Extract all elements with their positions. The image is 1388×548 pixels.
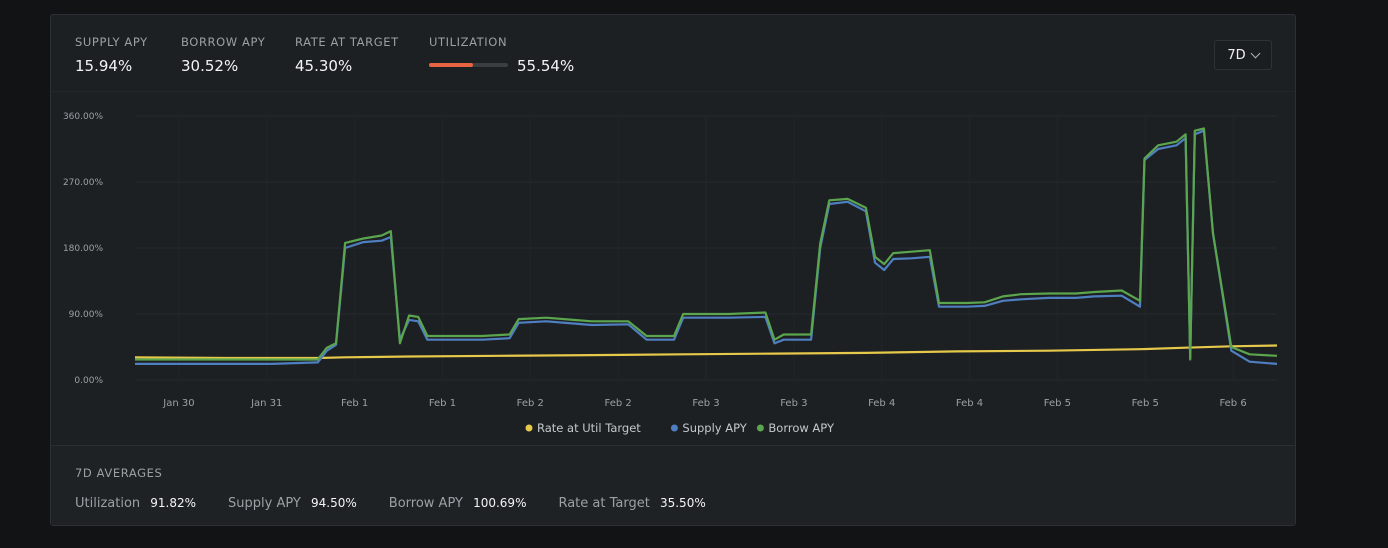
x-tick-label: Jan 30 (162, 398, 194, 409)
x-tick-label: Feb 3 (692, 398, 719, 409)
x-tick-label: Jan 31 (250, 398, 282, 409)
avg-borrow-apy: Borrow APY 100.69% (389, 496, 527, 511)
averages-title: 7D AVERAGES (75, 466, 163, 480)
period-selector[interactable]: 7D (1214, 40, 1272, 70)
chevron-down-icon (1250, 48, 1261, 58)
avg-utilization-value: 91.82% (150, 496, 197, 510)
x-tick-label: Feb 5 (1132, 398, 1159, 409)
supply-apy-stat: SUPPLY APY 15.94% (75, 35, 148, 75)
y-tick-label: 0.00% (74, 376, 103, 386)
avg-rate-at-target: Rate at Target 35.50% (558, 496, 705, 511)
avg-utilization: Utilization 91.82% (75, 496, 196, 511)
legend-label: Rate at Util Target (537, 421, 641, 435)
avg-supply-apy: Supply APY 94.50% (228, 496, 357, 511)
avg-rate-at-target-label: Rate at Target (558, 496, 650, 511)
series-line-borrow-apy (135, 127, 1278, 361)
series-line-rate-at-util-target (134, 344, 1278, 360)
x-tick-label: Feb 6 (1219, 398, 1246, 409)
x-tick-label: Feb 1 (341, 398, 368, 409)
legend-label: Borrow APY (768, 421, 835, 435)
legend-label: Supply APY (682, 421, 747, 435)
rate-card: SUPPLY APY 15.94% BORROW APY 30.52% RATE… (50, 14, 1296, 526)
rate-at-target-label: RATE AT TARGET (295, 35, 399, 49)
supply-apy-label: SUPPLY APY (75, 35, 148, 49)
apy-chart: 0.00% 90.00% 180.00% 270.00% 360.00% Jan 30 Ja… (63, 112, 1278, 435)
utilization-bar-fill (429, 63, 473, 67)
rate-at-target-value: 45.30% (295, 57, 353, 75)
avg-supply-apy-label: Supply APY (228, 496, 301, 511)
rate-at-target-stat: RATE AT TARGET 45.30% (295, 35, 399, 75)
header-divider (51, 91, 1295, 92)
period-selector-value: 7D (1227, 47, 1246, 63)
utilization-stat: UTILIZATION (429, 35, 507, 49)
y-tick-label: 270.00% (63, 178, 103, 188)
x-tick-label: Feb 3 (780, 398, 807, 409)
supply-apy-value: 15.94% (75, 57, 133, 75)
avg-borrow-apy-label: Borrow APY (388, 496, 463, 511)
y-tick-label: 360.00% (63, 112, 103, 122)
averages-panel: 7D AVERAGES Utilization 91.82% Supply AP… (51, 445, 1295, 525)
x-tick-label: Feb 2 (605, 398, 632, 409)
avg-utilization-label: Utilization (75, 496, 141, 511)
utilization-value: 55.54% (517, 57, 575, 75)
x-tick-label: Feb 1 (429, 398, 456, 409)
avg-supply-apy-value: 94.50% (311, 496, 357, 510)
avg-borrow-apy-value: 100.69% (473, 496, 527, 510)
legend-marker (756, 424, 764, 432)
y-tick-label: 180.00% (63, 244, 103, 254)
x-tick-label: Feb 2 (517, 398, 544, 409)
averages-row: Utilization 91.82% Supply APY 94.50% Bor… (75, 496, 738, 511)
legend-marker (670, 424, 678, 432)
avg-rate-at-target-value: 35.50% (659, 496, 706, 510)
x-tick-label: Feb 4 (868, 398, 895, 409)
utilization-bar (429, 63, 508, 67)
utilization-label: UTILIZATION (429, 35, 508, 49)
x-tick-label: Feb 5 (1044, 398, 1071, 409)
borrow-apy-label: BORROW APY (181, 35, 266, 49)
x-tick-label: Feb 4 (956, 398, 983, 409)
borrow-apy-value: 30.52% (181, 57, 239, 75)
y-tick-label: 90.00% (69, 310, 104, 320)
borrow-apy-stat: BORROW APY 30.52% (181, 35, 265, 75)
legend-marker (525, 424, 533, 432)
